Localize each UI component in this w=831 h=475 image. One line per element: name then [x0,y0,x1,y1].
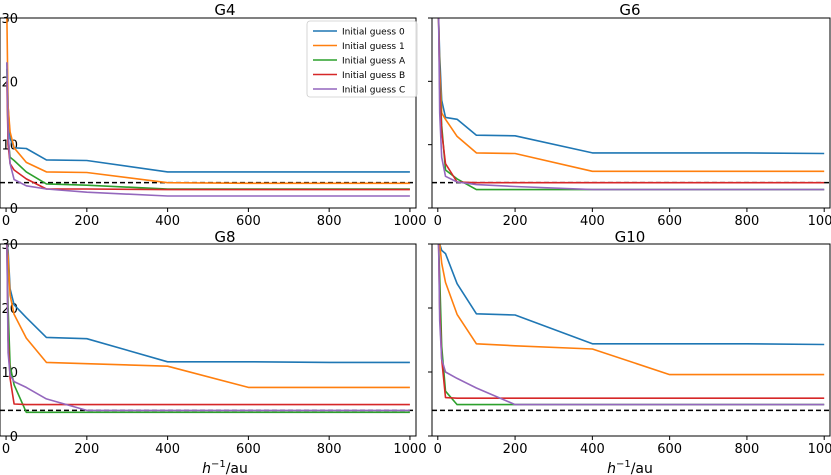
series-line [437,18,825,184]
legend-label: Initial guess 1 [342,42,405,52]
series-line [6,62,410,197]
plot-area [432,244,830,412]
legend-box [306,20,418,98]
legend-label: Initial guess 0 [342,28,405,38]
plot-area [0,18,416,197]
legend-label: Initial guess B [342,71,405,81]
x-tick-label: 800 [735,214,760,229]
series-line [437,18,825,191]
panel-title: G4 [214,1,235,19]
series-line [6,244,410,406]
x-tick-label: 800 [735,442,760,457]
x-tick-label: 400 [155,214,180,229]
y-tick-label: 0 [10,430,18,445]
x-tick-label: 600 [657,442,682,457]
series-line [437,244,825,406]
series-line [437,18,825,191]
x-tick-label: 1000 [808,442,831,457]
plot-area [0,244,416,414]
series-line [6,81,410,191]
x-tick-label: 0 [2,214,10,229]
x-tick-label: 800 [317,442,342,457]
x-tick-label: 200 [503,214,528,229]
y-tick-label: 20 [1,302,18,317]
series-line [437,244,825,406]
panel-title: G8 [214,228,235,246]
x-tick-label: 0 [434,214,442,229]
x-tick-label: 400 [580,214,605,229]
legend-label: Initial guess A [342,57,406,67]
series-line [437,18,825,155]
x-tick-label: 1000 [393,442,426,457]
x-tick-label: 1000 [393,214,426,229]
plot-frame [0,17,417,209]
y-tick-label: 20 [1,75,18,90]
series-line [438,244,825,346]
series-line [6,244,410,414]
plot-frame [431,17,831,209]
x-axis-label: h−1/au [202,459,248,475]
x-tick-label: 200 [74,214,99,229]
legend-label: Initial guess C [342,86,405,96]
x-axis-label: h−1/au [607,459,653,475]
panel-g6: G6 0 200 400 600 800 1000 [428,1,831,229]
x-tick-label: 600 [236,442,261,457]
legend: Initial guess 0 Initial guess 1 Initial gu… [306,20,418,98]
plot-frame [0,243,417,437]
x-tick-label: 200 [503,442,528,457]
x-tick-label: 0 [2,442,10,457]
panel-title: G6 [619,1,640,19]
series-line [6,244,410,364]
x-tick-label: 200 [74,442,99,457]
x-tick-label: 0 [434,442,442,457]
series-line [6,244,410,389]
plot-area [432,18,830,191]
y-tick-label: 30 [1,12,18,27]
x-tick-label: 800 [317,214,342,229]
series-line [6,18,410,185]
plot-frame [431,243,831,437]
series-line [438,244,825,376]
series-line [437,18,825,173]
x-tick-label: 600 [236,214,261,229]
y-tick-label: 30 [1,238,18,253]
panel-g10: G10 0 200 400 600 800 1000 h−1/au [428,228,831,475]
x-tick-label: 600 [657,214,682,229]
x-tick-label: 400 [580,442,605,457]
panel-title: G10 [615,228,646,246]
x-tick-label: 1000 [808,214,831,229]
series-line [6,244,410,412]
x-tick-label: 400 [155,442,180,457]
y-tick-label: 0 [10,202,18,217]
